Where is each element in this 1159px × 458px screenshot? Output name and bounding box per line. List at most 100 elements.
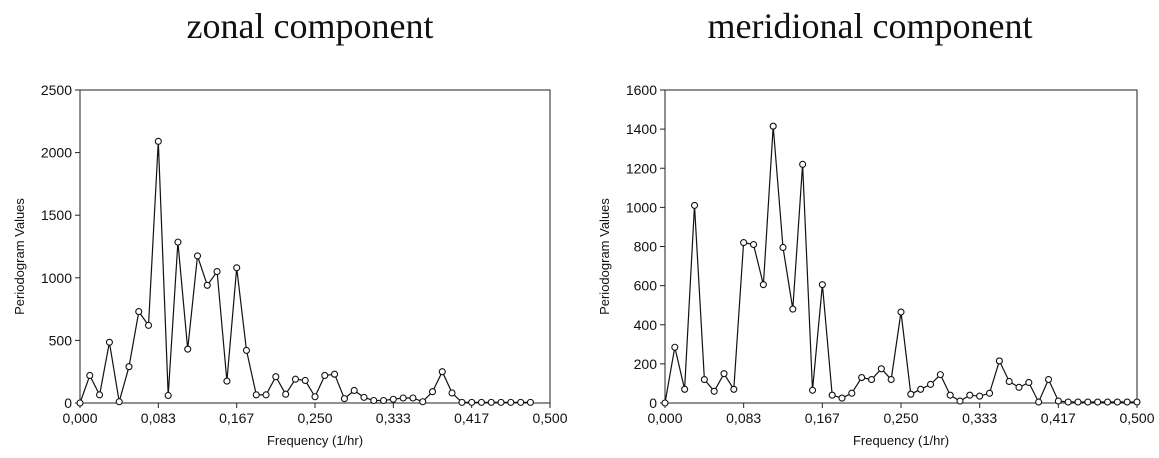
y-tick-label: 1000 — [626, 199, 657, 215]
x-tick-label: 0,167 — [805, 410, 840, 426]
data-point — [144, 321, 153, 329]
data-point — [1044, 375, 1053, 384]
data-point — [331, 370, 339, 378]
data-point — [1054, 397, 1062, 405]
data-point — [193, 252, 202, 260]
data-point — [1015, 383, 1023, 391]
y-tick-label: 1200 — [626, 160, 657, 176]
data-point — [1074, 398, 1082, 406]
x-tick-label: 0,167 — [219, 410, 254, 426]
data-point — [966, 391, 974, 399]
y-tick-label: 1600 — [626, 82, 657, 98]
data-point — [1094, 398, 1102, 406]
data-point — [1103, 398, 1112, 406]
data-point — [828, 391, 836, 399]
data-point — [681, 385, 689, 393]
data-point — [671, 343, 679, 351]
chart-title-meridional: meridional component — [708, 6, 1033, 46]
data-point — [350, 386, 358, 395]
data-point — [946, 391, 954, 399]
data-point — [858, 374, 866, 382]
data-point — [907, 390, 915, 398]
data-point — [272, 373, 280, 381]
series-line — [79, 141, 531, 404]
x-tick-label: 0,500 — [532, 410, 567, 426]
data-point — [164, 391, 172, 400]
x-tick-label: 0,500 — [1119, 410, 1154, 426]
data-point — [360, 393, 368, 401]
data-point — [96, 391, 104, 399]
data-point — [301, 376, 309, 385]
y-tick-label: 1500 — [41, 207, 72, 223]
data-point — [428, 388, 437, 396]
x-tick-label: 0,333 — [376, 410, 411, 426]
data-point — [497, 398, 505, 406]
data-point — [976, 392, 984, 400]
y-tick-label: 0 — [649, 395, 657, 411]
data-point — [730, 385, 738, 393]
data-point — [76, 399, 84, 407]
data-point — [661, 399, 669, 407]
x-tick-label: 0,250 — [883, 410, 918, 426]
data-point — [438, 368, 446, 376]
data-point — [1113, 398, 1121, 406]
data-point — [282, 390, 290, 398]
data-point — [135, 308, 143, 316]
data-point — [1133, 398, 1141, 406]
x-tick-label: 0,083 — [141, 410, 176, 426]
y-tick-label: 1400 — [626, 121, 657, 137]
data-point — [1084, 398, 1092, 406]
data-point — [690, 201, 699, 209]
data-point — [710, 387, 718, 395]
x-tick-label: 0,333 — [962, 410, 997, 426]
data-point — [311, 393, 319, 401]
data-point — [848, 389, 856, 397]
data-point — [956, 397, 964, 405]
data-point — [507, 398, 515, 406]
data-point — [867, 375, 876, 384]
data-point — [769, 122, 777, 130]
data-point — [458, 398, 466, 406]
data-point — [409, 394, 417, 402]
data-point — [517, 398, 525, 406]
y-axis-label: Periodogram Values — [597, 198, 612, 315]
data-point — [448, 389, 456, 397]
data-point — [389, 395, 397, 403]
data-point — [985, 389, 994, 397]
y-tick-label: 1000 — [41, 270, 72, 286]
data-point — [203, 281, 211, 289]
data-point — [321, 371, 329, 380]
plot-zonal: 0 500 1000 1500 2000 2500 0,000 0,083 0,167 0,250… — [12, 82, 568, 448]
data-point — [995, 357, 1003, 365]
x-axis-label: Frequency (1/hr) — [267, 433, 363, 448]
data-point — [125, 363, 133, 371]
data-point — [789, 305, 797, 313]
data-point — [370, 396, 378, 405]
x-axis-label: Frequency (1/hr) — [853, 433, 949, 448]
data-point — [808, 386, 817, 394]
data-point — [1064, 398, 1072, 406]
data-point — [897, 308, 905, 316]
data-point — [477, 398, 486, 406]
x-tick-label: 0,417 — [454, 410, 489, 426]
data-point — [213, 267, 221, 276]
data-point — [242, 346, 251, 354]
x-tick-label: 0,000 — [647, 410, 682, 426]
data-point — [487, 398, 495, 406]
data-point — [838, 394, 846, 402]
y-tick-label: 600 — [634, 278, 658, 294]
series-line — [664, 126, 1137, 404]
y-axis-label: Periodogram Values — [12, 198, 27, 315]
y-tick-label: 400 — [634, 317, 658, 333]
data-point — [749, 240, 758, 249]
data-point — [86, 371, 94, 380]
data-point — [926, 380, 935, 388]
data-point — [262, 391, 270, 399]
data-point — [174, 238, 182, 246]
data-point — [1025, 378, 1033, 387]
data-point — [799, 160, 807, 168]
x-tick-label: 0,250 — [297, 410, 332, 426]
data-point — [700, 375, 708, 384]
data-point — [184, 345, 192, 353]
